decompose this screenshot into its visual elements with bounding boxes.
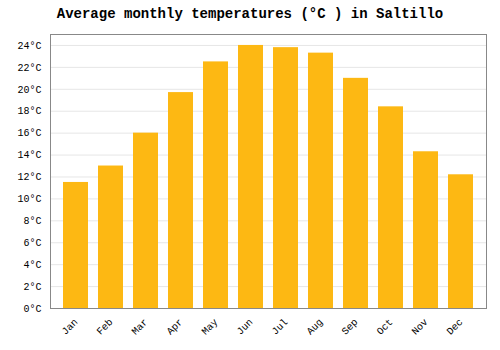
svg-text:Feb: Feb: [95, 317, 116, 338]
svg-text:14°C: 14°C: [17, 150, 41, 161]
svg-text:Oct: Oct: [375, 317, 396, 338]
html-text:Average monthly temperatures (: Average monthly temperatures (°C ) in Sa…: [56, 6, 444, 22]
svg-text:Jan: Jan: [60, 317, 81, 338]
svg-text:0°C: 0°C: [23, 304, 41, 315]
svg-text:2°C: 2°C: [23, 282, 41, 293]
svg-text:Dec: Dec: [445, 317, 466, 338]
svg-text:10°C: 10°C: [17, 194, 41, 205]
svg-text:6°C: 6°C: [23, 238, 41, 249]
svg-text:Sep: Sep: [340, 317, 361, 338]
svg-text:20°C: 20°C: [17, 85, 41, 96]
svg-text:12°C: 12°C: [17, 172, 41, 183]
svg-text:Nov: Nov: [410, 317, 431, 338]
svg-text:24°C: 24°C: [17, 41, 41, 52]
svg-text:22°C: 22°C: [17, 63, 41, 74]
svg-text:8°C: 8°C: [23, 216, 41, 227]
svg-text:Aug: Aug: [305, 317, 326, 338]
svg-text:Apr: Apr: [165, 317, 186, 338]
svg-text:18°C: 18°C: [17, 106, 41, 117]
svg-text:16°C: 16°C: [17, 128, 41, 139]
svg-text:Mar: Mar: [130, 317, 151, 338]
svg-text:4°C: 4°C: [23, 260, 41, 271]
svg-text:Jun: Jun: [235, 317, 256, 338]
svg-text:May: May: [200, 317, 221, 338]
svg-text:Jul: Jul: [270, 317, 291, 338]
